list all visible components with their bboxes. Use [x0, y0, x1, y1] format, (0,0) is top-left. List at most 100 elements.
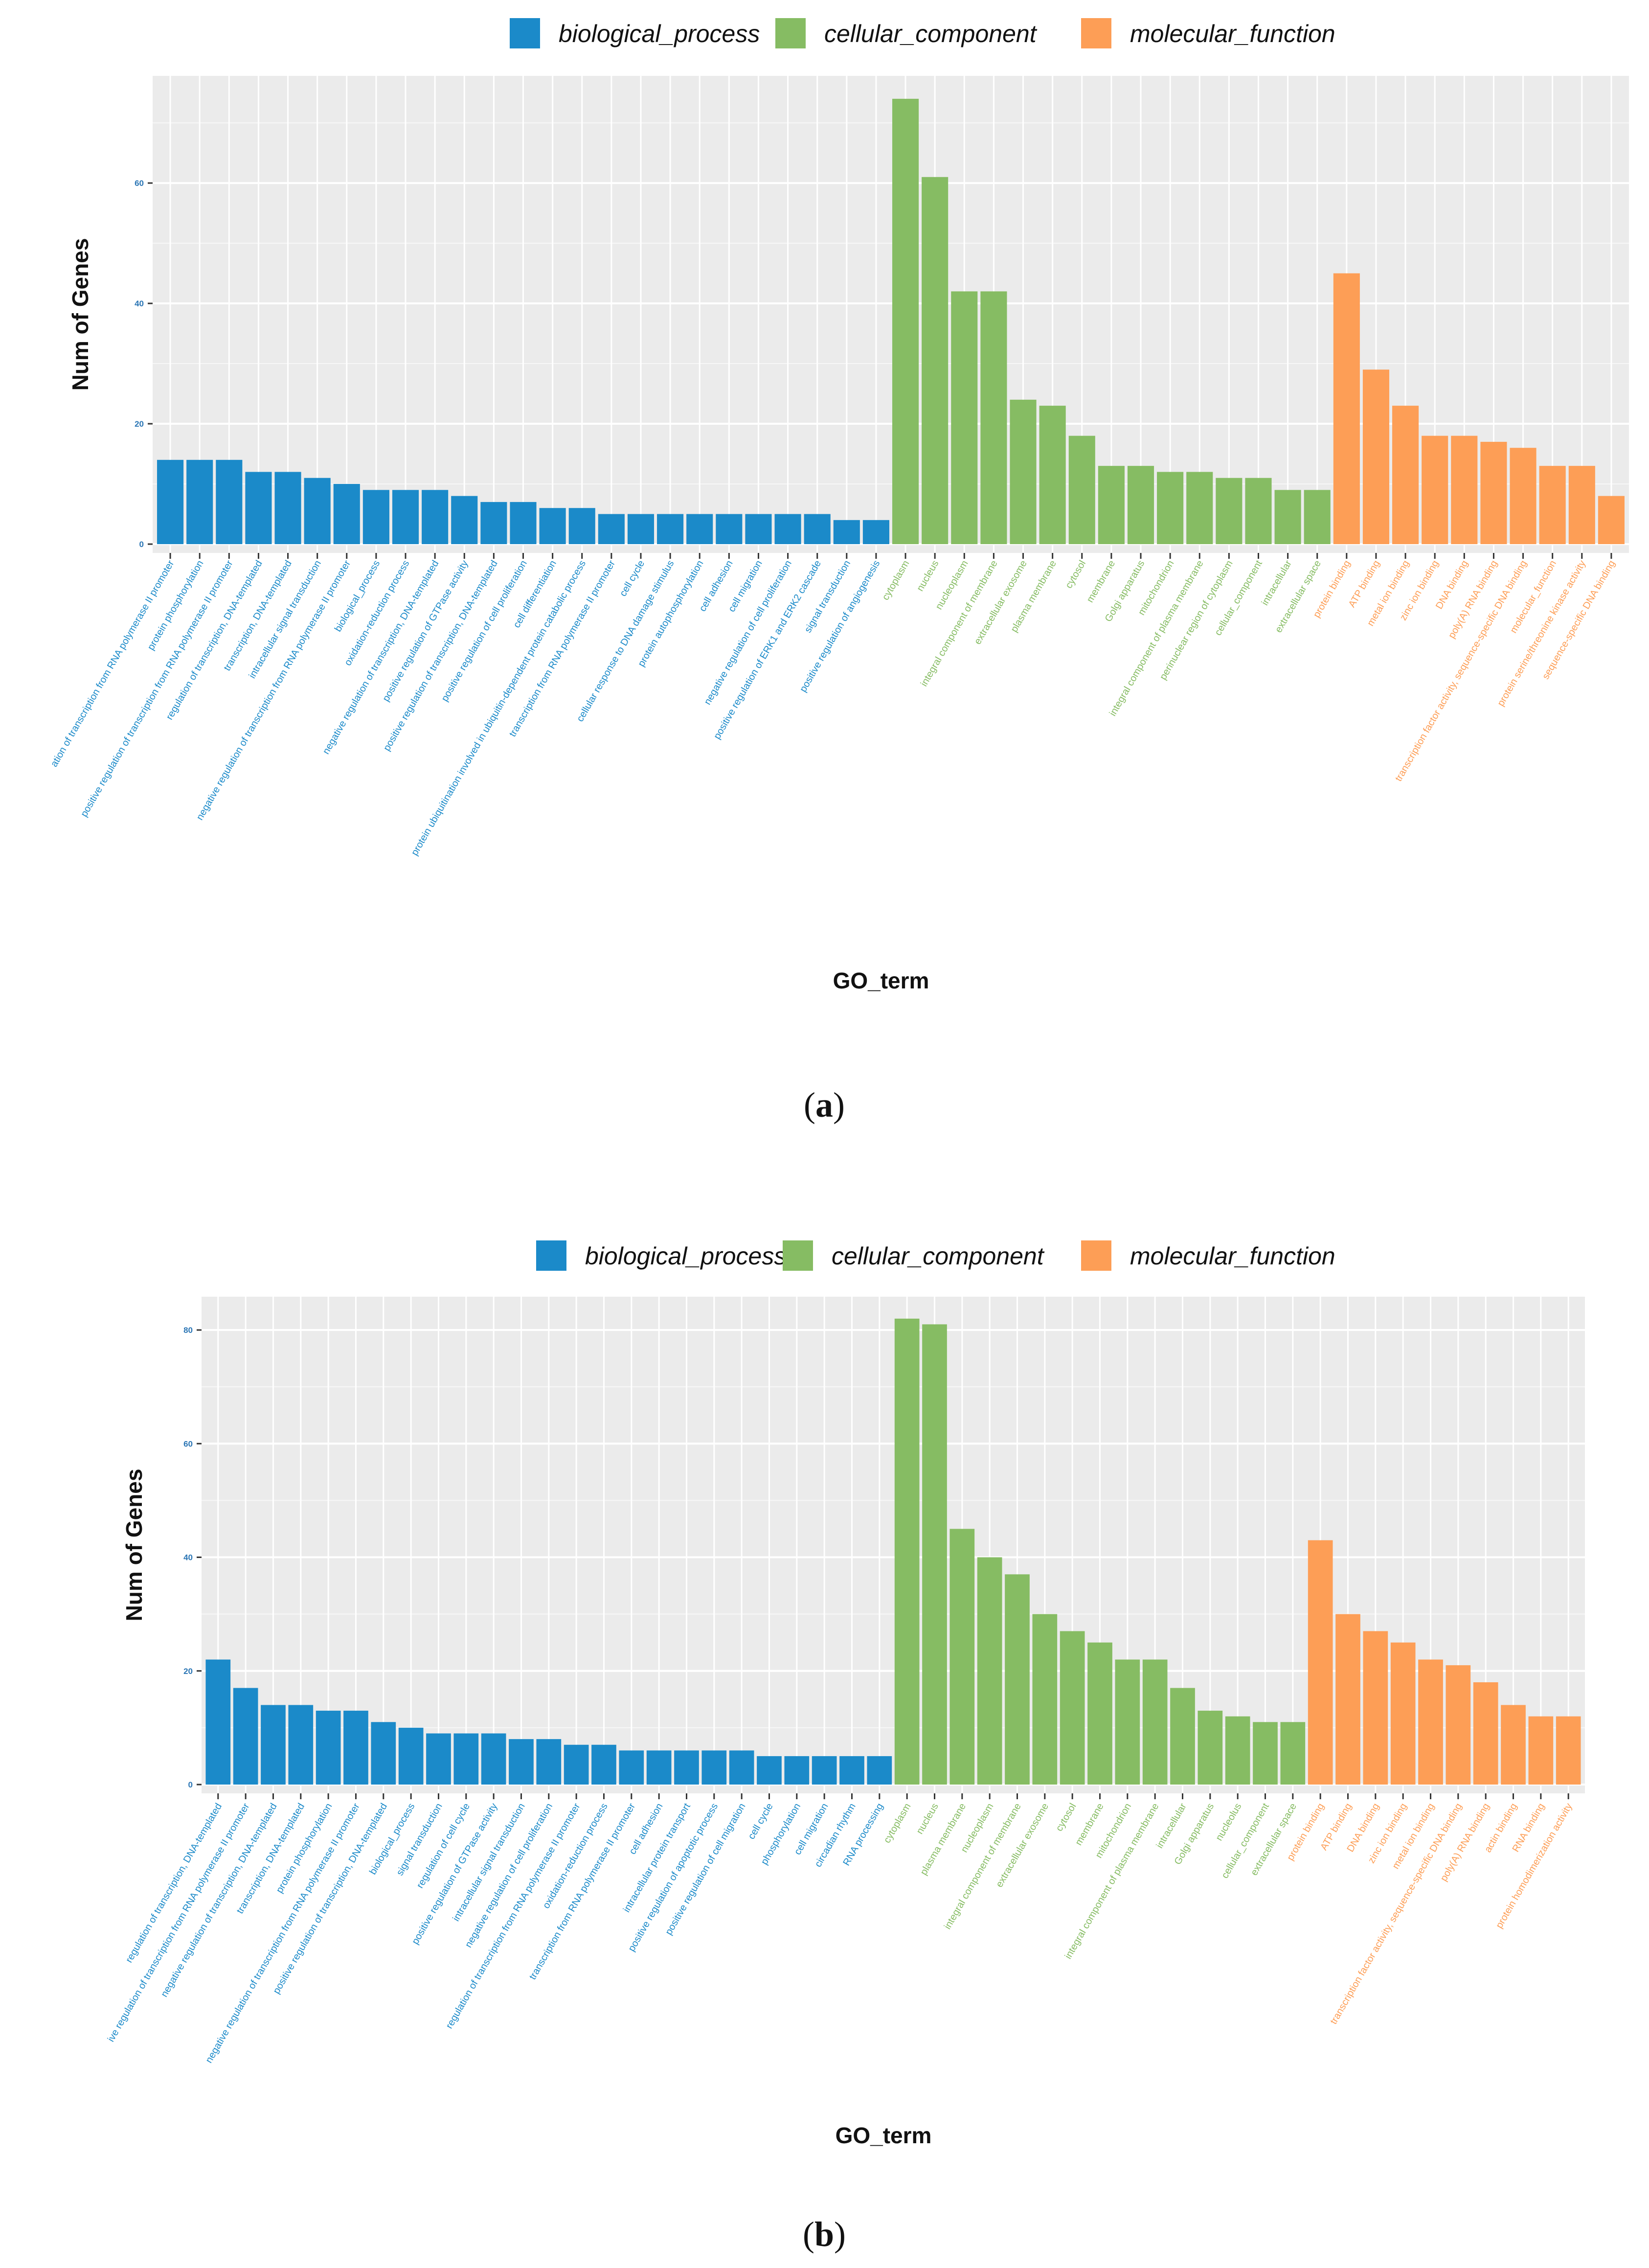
bar-cellular_component — [977, 1557, 1002, 1785]
bar-biological_process — [686, 514, 713, 544]
bar-cellular_component — [1274, 490, 1301, 544]
bar-cellular_component — [892, 98, 919, 544]
y-tick-label: 80 — [183, 1326, 193, 1335]
bar-cellular_component — [1304, 490, 1331, 544]
y-axis-title: Num of Genes — [121, 1469, 147, 1622]
legend-label-biological_process: biological_process — [559, 20, 760, 47]
bar-cellular_component — [949, 1529, 975, 1785]
bar-molecular_function — [1539, 466, 1566, 544]
bar-biological_process — [833, 520, 860, 544]
bar-molecular_function — [1308, 1540, 1333, 1785]
x-axis-title: GO_term — [836, 2123, 932, 2148]
bar-cellular_component — [1115, 1659, 1140, 1785]
legend-item-biological_process: biological_process — [510, 18, 760, 48]
bar-biological_process — [729, 1750, 754, 1785]
bar-molecular_function — [1392, 406, 1419, 544]
bar-molecular_function — [1422, 435, 1448, 544]
x-axis: ation of transcription from RNA polymera… — [49, 553, 1617, 993]
bar-cellular_component — [1039, 406, 1066, 544]
y-tick-label: 60 — [183, 1439, 193, 1448]
bar-cellular_component — [1098, 466, 1125, 544]
bar-biological_process — [480, 502, 507, 544]
panel-caption: (b) — [803, 2215, 846, 2254]
bar-cellular_component — [1253, 1722, 1278, 1785]
bar-cellular_component — [1010, 399, 1037, 544]
y-tick-label: 60 — [135, 179, 144, 188]
bar-biological_process — [774, 514, 801, 544]
legend-label-cellular_component: cellular_component — [832, 1242, 1045, 1270]
x-tick-label: positive regulation of ERK1 and ERK2 cas… — [712, 559, 823, 741]
bar-biological_process — [510, 502, 537, 544]
bar-biological_process — [784, 1756, 810, 1785]
bar-biological_process — [619, 1750, 644, 1785]
go-bar-chart-a: biological_process cellular_component mole… — [49, 18, 1629, 1124]
legend-swatch-cellular_component — [783, 1240, 813, 1271]
bar-cellular_component — [951, 291, 978, 544]
x-tick-label: cytoplasm — [881, 1802, 913, 1845]
bar-molecular_function — [1335, 1614, 1360, 1785]
bar-cellular_component — [1127, 466, 1154, 544]
bar-biological_process — [867, 1756, 892, 1785]
x-tick-label: nucleus — [914, 1802, 941, 1836]
legend-item-biological_process: biological_process — [536, 1240, 786, 1271]
legend-item-cellular_component: cellular_component — [783, 1240, 1045, 1271]
x-tick-label: nucleolus — [1214, 1802, 1243, 1843]
bar-biological_process — [205, 1659, 231, 1785]
x-tick-label: cell cycle — [618, 559, 647, 598]
bar-biological_process — [186, 459, 213, 544]
bar-molecular_function — [1390, 1642, 1416, 1785]
bar-cellular_component — [1186, 472, 1213, 544]
bar-molecular_function — [1501, 1705, 1526, 1785]
bar-biological_process — [716, 514, 743, 544]
y-axis: 0 20 40 60 80 Num of Genes — [121, 1326, 202, 1789]
bar-biological_process — [233, 1688, 258, 1785]
legend: biological_process cellular_component mole… — [536, 1240, 1335, 1271]
legend-label-cellular_component: cellular_component — [824, 20, 1038, 47]
x-tick-label: membrane — [1084, 559, 1117, 605]
bar-cellular_component — [1197, 1711, 1223, 1785]
bar-biological_process — [362, 490, 389, 544]
bar-molecular_function — [1418, 1659, 1443, 1785]
x-tick-label: regulation of cell cycle — [415, 1802, 472, 1890]
legend-item-cellular_component: cellular_component — [775, 18, 1038, 48]
bar-cellular_component — [980, 291, 1007, 544]
bar-biological_process — [627, 514, 655, 544]
x-tick-label: nucleus — [915, 559, 941, 594]
y-axis: 0 20 40 60 Num of Genes — [68, 179, 153, 549]
panel-caption: (a) — [804, 1085, 845, 1124]
y-tick-label: 0 — [188, 1780, 193, 1789]
bar-biological_process — [453, 1733, 479, 1785]
x-axis-title: GO_term — [833, 968, 929, 993]
bar-molecular_function — [1446, 1665, 1471, 1785]
bar-biological_process — [674, 1750, 699, 1785]
bar-cellular_component — [894, 1318, 920, 1785]
bar-cellular_component — [1245, 478, 1272, 544]
x-tick-label: positive regulation of transcription, DN… — [382, 559, 500, 753]
bar-biological_process — [333, 484, 360, 544]
bar-cellular_component — [1225, 1716, 1250, 1785]
bar-molecular_function — [1473, 1682, 1498, 1785]
bar-cellular_component — [1280, 1722, 1306, 1785]
y-tick-label: 40 — [183, 1553, 193, 1562]
bar-molecular_function — [1451, 435, 1478, 544]
x-tick-label: membrane — [1073, 1802, 1106, 1848]
x-tick-label: extracellular exosome — [994, 1802, 1051, 1889]
bar-molecular_function — [1480, 441, 1507, 544]
x-tick-label: extracellular exosome — [972, 559, 1029, 646]
y-tick-label: 20 — [183, 1667, 193, 1676]
y-tick-label: 20 — [135, 419, 144, 429]
bar-biological_process — [481, 1733, 506, 1785]
x-axis: regulation of transcription, DNA-templat… — [106, 1793, 1575, 2148]
bar-biological_process — [316, 1711, 341, 1785]
legend-swatch-molecular_function — [1081, 1240, 1111, 1271]
x-tick-label: cell cycle — [746, 1802, 775, 1841]
bar-biological_process — [304, 478, 331, 544]
bar-biological_process — [745, 514, 772, 544]
legend-swatch-biological_process — [510, 18, 540, 48]
bar-molecular_function — [1598, 496, 1625, 544]
bar-biological_process — [564, 1744, 589, 1785]
bar-biological_process — [274, 472, 301, 544]
x-tick-label: transcription factor activity, sequence-… — [1328, 1802, 1464, 2026]
bar-biological_process — [536, 1739, 562, 1785]
x-tick-label: cytoplasm — [880, 559, 911, 602]
